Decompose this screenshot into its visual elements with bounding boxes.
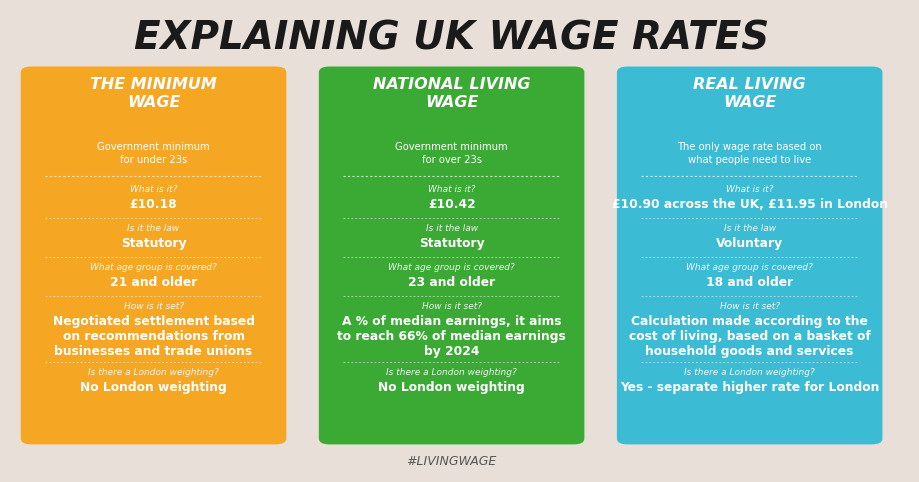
Text: How is it set?: How is it set? [719, 302, 778, 311]
Text: Is it the law: Is it the law [425, 224, 477, 233]
Text: What is it?: What is it? [130, 185, 177, 194]
Text: Voluntary: Voluntary [715, 237, 782, 250]
Text: Yes - separate higher rate for London: Yes - separate higher rate for London [619, 381, 879, 394]
Text: Is there a London weighting?: Is there a London weighting? [386, 368, 516, 377]
Text: £10.90 across the UK, £11.95 in London: £10.90 across the UK, £11.95 in London [611, 198, 887, 211]
Text: Calculation made according to the
cost of living, based on a basket of
household: Calculation made according to the cost o… [628, 315, 869, 358]
Text: 23 and older: 23 and older [407, 276, 494, 289]
Text: 21 and older: 21 and older [109, 276, 197, 289]
Text: £10.42: £10.42 [427, 198, 475, 211]
Text: EXPLAINING UK WAGE RATES: EXPLAINING UK WAGE RATES [134, 19, 768, 57]
Text: Negotiated settlement based
on recommendations from
businesses and trade unions: Negotiated settlement based on recommend… [52, 315, 255, 358]
Text: REAL LIVING
WAGE: REAL LIVING WAGE [693, 77, 805, 109]
Text: THE MINIMUM
WAGE: THE MINIMUM WAGE [90, 77, 217, 109]
Text: Is there a London weighting?: Is there a London weighting? [88, 368, 219, 377]
Text: No London weighting: No London weighting [80, 381, 227, 394]
Text: What age group is covered?: What age group is covered? [388, 263, 515, 272]
Text: Is it the law: Is it the law [128, 224, 179, 233]
Text: Statutory: Statutory [418, 237, 484, 250]
Text: What is it?: What is it? [725, 185, 773, 194]
Text: How is it set?: How is it set? [123, 302, 184, 311]
Text: #LIVINGWAGE: #LIVINGWAGE [406, 455, 496, 468]
Text: Is it the law: Is it the law [723, 224, 775, 233]
FancyBboxPatch shape [617, 67, 881, 444]
Text: What age group is covered?: What age group is covered? [686, 263, 812, 272]
Text: What is it?: What is it? [427, 185, 475, 194]
Text: No London weighting: No London weighting [378, 381, 525, 394]
FancyBboxPatch shape [319, 67, 584, 444]
Text: NATIONAL LIVING
WAGE: NATIONAL LIVING WAGE [372, 77, 529, 109]
Text: 18 and older: 18 and older [705, 276, 792, 289]
Text: How is it set?: How is it set? [421, 302, 481, 311]
Text: Government minimum
for under 23s: Government minimum for under 23s [97, 142, 210, 164]
Text: £10.18: £10.18 [130, 198, 177, 211]
Text: Government minimum
for over 23s: Government minimum for over 23s [395, 142, 507, 164]
FancyBboxPatch shape [21, 67, 286, 444]
Text: Is there a London weighting?: Is there a London weighting? [684, 368, 814, 377]
Text: The only wage rate based on
what people need to live: The only wage rate based on what people … [676, 142, 822, 164]
Text: What age group is covered?: What age group is covered? [90, 263, 217, 272]
Text: Statutory: Statutory [120, 237, 187, 250]
Text: A % of median earnings, it aims
to reach 66% of median earnings
by 2024: A % of median earnings, it aims to reach… [337, 315, 565, 358]
